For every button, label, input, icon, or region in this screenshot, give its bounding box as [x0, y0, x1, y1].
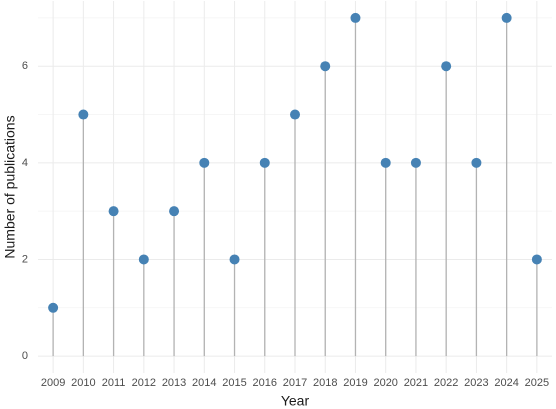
y-axis-title: Number of publications [2, 115, 18, 258]
x-tick-label: 2021 [404, 377, 428, 389]
x-tick-label: 2011 [102, 377, 126, 389]
point [290, 109, 300, 120]
point [169, 206, 180, 217]
point [410, 157, 421, 168]
point [501, 12, 512, 23]
x-tick-label: 2012 [132, 377, 156, 389]
x-tick-label: 2023 [464, 377, 488, 389]
y-tick-label: 4 [22, 157, 28, 169]
x-axis-title: Year [281, 393, 310, 409]
point [531, 254, 542, 265]
x-tick-label: 2010 [71, 377, 95, 389]
y-tick-label: 6 [22, 60, 28, 72]
point [78, 109, 89, 120]
y-tick-label: 0 [22, 350, 28, 362]
x-tick-label: 2019 [343, 377, 367, 389]
x-tick-label: 2016 [253, 377, 277, 389]
point [259, 157, 270, 168]
point [229, 254, 240, 265]
point [471, 157, 482, 168]
point [320, 61, 331, 72]
x-tick-label: 2013 [162, 377, 186, 389]
point [199, 157, 210, 168]
point [441, 61, 452, 72]
point [380, 157, 391, 168]
x-tick-label: 2024 [494, 377, 518, 389]
x-tick-label: 2015 [222, 377, 246, 389]
x-tick-label: 2009 [41, 377, 65, 389]
y-tick-label: 2 [22, 253, 28, 265]
x-tick-label: 2014 [192, 377, 216, 389]
x-tick-label: 2020 [373, 377, 397, 389]
x-tick-label: 2018 [313, 377, 337, 389]
x-tick-label: 2022 [434, 377, 458, 389]
point [108, 206, 119, 217]
x-tick-label: 2025 [525, 377, 549, 389]
x-tick-label: 2017 [283, 377, 307, 389]
point [138, 254, 149, 265]
point [48, 302, 59, 313]
point [350, 12, 361, 23]
